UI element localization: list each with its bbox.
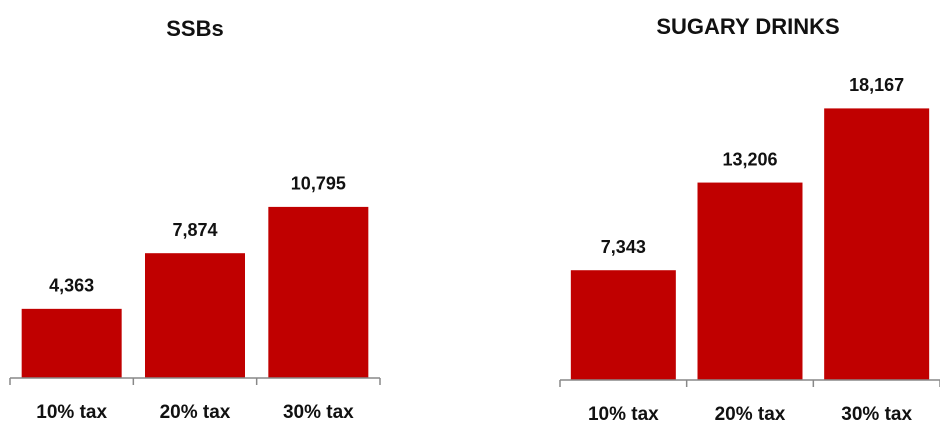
data-label: 13,206 <box>722 149 777 169</box>
bar <box>570 270 676 380</box>
x-tick-label: 10% tax <box>588 404 659 425</box>
x-tick-label: 20% tax <box>160 402 231 423</box>
data-label: 10,795 <box>291 174 346 194</box>
data-label: 4,363 <box>49 276 94 296</box>
x-tick-label: 10% tax <box>36 402 107 423</box>
bar <box>824 108 930 380</box>
x-tick-label: 20% tax <box>715 404 786 425</box>
bar <box>21 308 122 378</box>
data-label: 7,343 <box>601 237 646 257</box>
chart-title: SSBs <box>166 16 223 41</box>
bar <box>145 253 245 378</box>
chart-title: SUGARY DRINKS <box>656 14 839 39</box>
bar <box>697 182 803 380</box>
data-label: 7,874 <box>172 220 217 240</box>
x-tick-label: 30% tax <box>841 404 912 425</box>
x-tick-label: 30% tax <box>283 402 354 423</box>
data-label: 18,167 <box>849 75 904 95</box>
bar <box>268 206 369 378</box>
